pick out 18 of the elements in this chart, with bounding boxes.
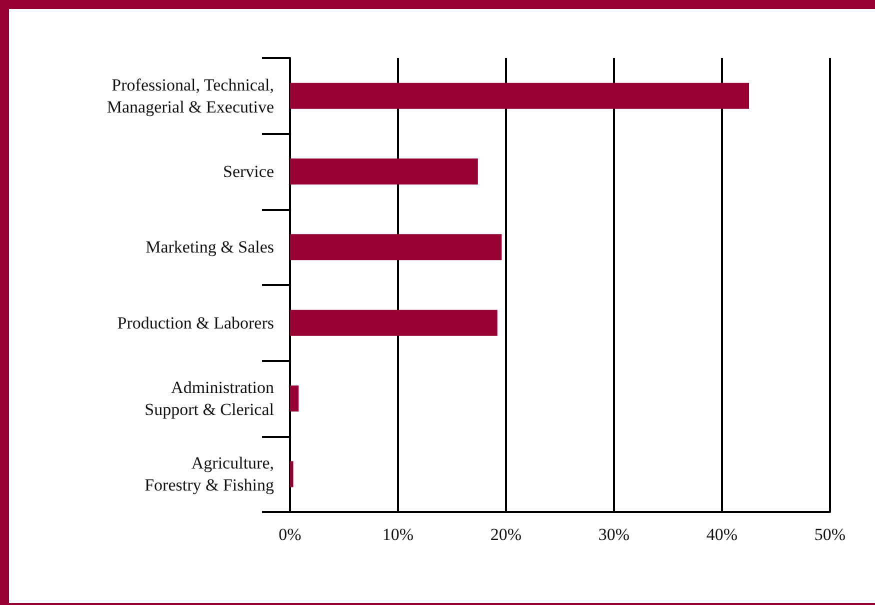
x-tick-label: 20% bbox=[490, 525, 522, 544]
x-tick-label: 10% bbox=[382, 525, 414, 544]
y-tick-label: Administration Support & Clerical bbox=[144, 378, 274, 419]
y-tick-label: Marketing & Sales bbox=[146, 238, 274, 257]
y-tick-label: Agriculture, Forestry & Fishing bbox=[144, 454, 274, 495]
bar bbox=[290, 234, 502, 260]
bar bbox=[290, 386, 299, 412]
bar bbox=[290, 310, 498, 336]
bar bbox=[290, 158, 478, 184]
x-tick-label: 40% bbox=[706, 525, 738, 544]
y-tick-label: Professional, Technical, Managerial & Executive bbox=[106, 75, 274, 116]
bar bbox=[290, 82, 749, 109]
x-tick-label: 30% bbox=[598, 525, 630, 544]
x-tick-label: 0% bbox=[278, 525, 302, 544]
bar bbox=[290, 461, 294, 488]
y-tick-label: Service bbox=[223, 162, 274, 181]
y-tick-label: Production & Laborers bbox=[117, 313, 274, 332]
x-tick-label: 50% bbox=[814, 525, 846, 544]
